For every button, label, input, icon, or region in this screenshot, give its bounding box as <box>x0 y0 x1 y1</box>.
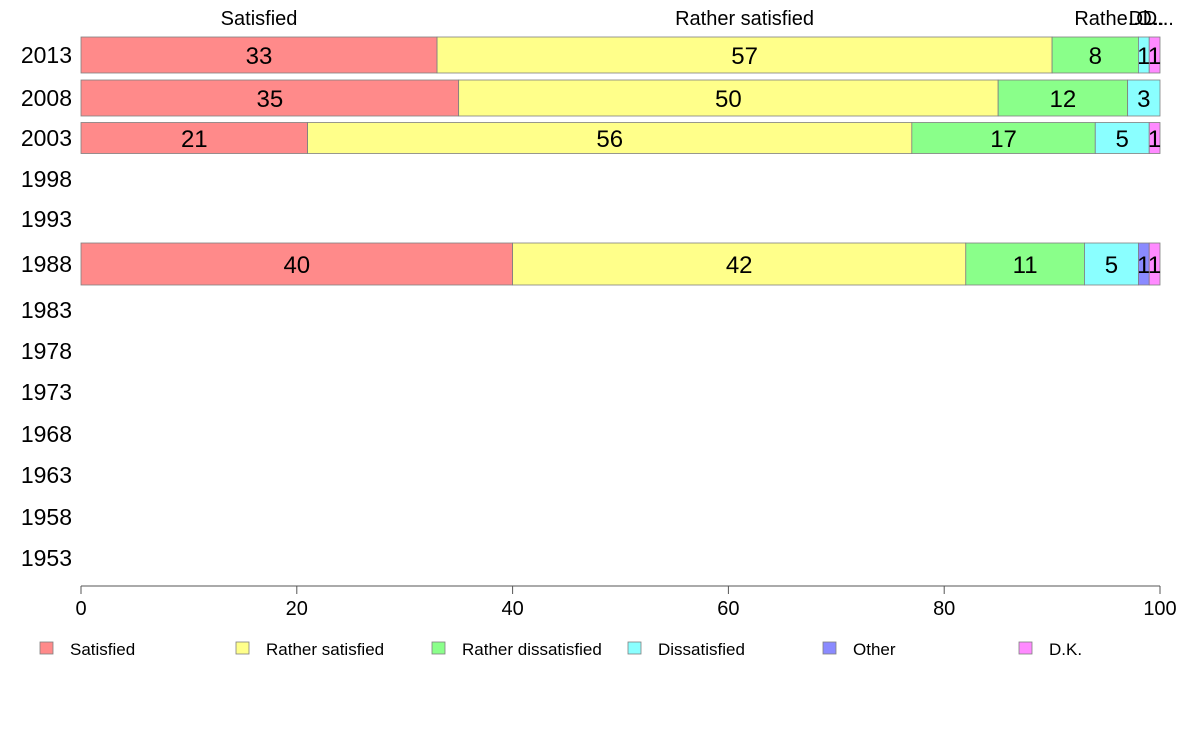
data-label-2003-series-0: 21 <box>181 126 208 153</box>
data-label-1988-series-2: 11 <box>1013 252 1038 279</box>
y-tick-label-1983: 1983 <box>21 297 72 323</box>
data-label-2003-series-5: 1 <box>1148 126 1161 153</box>
legend-label-1: Rather satisfied <box>266 640 384 659</box>
bar-2003-series-1 <box>307 122 913 154</box>
data-label-2013-series-1: 57 <box>731 43 758 70</box>
y-tick-label-2013: 2013 <box>21 42 72 68</box>
x-tick-label-20: 20 <box>286 598 308 620</box>
data-label-2013-series-3: 1 <box>1137 43 1150 70</box>
data-label-1988-series-1: 42 <box>726 252 753 279</box>
legend-swatch-4 <box>822 641 837 655</box>
y-tick-label-1998: 1998 <box>21 166 72 192</box>
top-category-labels: Satisfied Rather satisfied Rathe...Di...O.… <box>221 8 1174 30</box>
y-tick-label-1973: 1973 <box>21 379 72 405</box>
bar-1988-series-1 <box>512 242 967 286</box>
data-label-1988-series-4: 1 <box>1137 252 1150 279</box>
x-tick-label-100: 100 <box>1143 598 1176 620</box>
y-axis-labels: 2013 2008 2003 1998 1993 1988 1983 1978 1973 1968… <box>21 42 72 571</box>
top-label-series-1: Rather satisfied <box>675 8 814 30</box>
data-label-2013-series-5: 1 <box>1148 43 1161 70</box>
bar-1988-series-0 <box>80 242 514 286</box>
bar-2008-series-3 <box>1127 79 1161 117</box>
legend-label-4: Other <box>853 640 896 659</box>
y-tick-label-1968: 1968 <box>21 421 72 447</box>
bar-2013-series-0 <box>80 36 438 74</box>
data-label-1988-series-3: 5 <box>1105 252 1118 279</box>
bar-2013-series-5 <box>1148 36 1161 74</box>
data-label-2008-series-3: 3 <box>1137 86 1150 113</box>
top-label-series-0: Satisfied <box>221 8 298 30</box>
legend-label-3: Dissatisfied <box>658 640 745 659</box>
bar-2008-series-1 <box>458 79 999 117</box>
data-label-2013-series-2: 8 <box>1089 43 1102 70</box>
legend-label-2: Rather dissatisfied <box>462 640 602 659</box>
y-tick-label-1953: 1953 <box>21 545 72 571</box>
y-tick-label-1963: 1963 <box>21 462 72 488</box>
x-tick-label-40: 40 <box>501 598 523 620</box>
legend-swatch-5 <box>1018 641 1033 655</box>
bar-2008-series-2 <box>997 79 1129 117</box>
y-tick-label-1993: 1993 <box>21 206 72 232</box>
bar-2008-series-0 <box>80 79 460 117</box>
bar-1988-series-2 <box>965 242 1085 286</box>
data-label-2008-series-1: 50 <box>715 86 742 113</box>
x-axis: 0 20 40 60 80 100 <box>75 585 1177 620</box>
y-tick-label-2008: 2008 <box>21 85 72 111</box>
data-label-1988-series-5: 1 <box>1148 252 1161 279</box>
data-label-2008-series-2: 12 <box>1050 86 1077 113</box>
legend-swatch-3 <box>627 641 642 655</box>
data-label-2003-series-3: 5 <box>1116 126 1129 153</box>
data-label-2013-series-0: 33 <box>246 43 273 70</box>
y-tick-label-1978: 1978 <box>21 338 72 364</box>
top-label-series-2: Rathe... <box>1074 8 1144 30</box>
bar-1988-series-5 <box>1148 242 1161 286</box>
legend-swatch-2 <box>431 641 446 655</box>
data-label-2003-series-1: 56 <box>596 126 623 153</box>
x-tick-label-60: 60 <box>717 598 739 620</box>
x-tick-label-0: 0 <box>75 598 86 620</box>
bar-2013-series-1 <box>436 36 1053 74</box>
legend-swatch-1 <box>235 641 250 655</box>
data-label-1988-series-0: 40 <box>283 252 310 279</box>
legend-swatch-0 <box>39 641 54 655</box>
top-label-series-5: D... <box>1143 8 1174 30</box>
legend-label-0: Satisfied <box>70 640 135 659</box>
bar-2003-series-3 <box>1094 122 1150 154</box>
x-tick-label-80: 80 <box>933 598 955 620</box>
bar-2013-series-2 <box>1051 36 1139 74</box>
y-tick-label-2003: 2003 <box>21 125 72 151</box>
bar-2003-series-5 <box>1148 122 1161 154</box>
bar-1988-series-3 <box>1084 242 1139 286</box>
top-label-series-4: O... <box>1136 8 1168 30</box>
y-tick-label-1958: 1958 <box>21 504 72 530</box>
data-label-2003-series-2: 17 <box>990 126 1017 153</box>
legend: Satisfied Rather satisfied Rather dissatis… <box>39 640 1082 659</box>
y-tick-label-1988: 1988 <box>21 251 72 277</box>
data-label-2008-series-0: 35 <box>256 86 283 113</box>
legend-label-5: D.K. <box>1049 640 1082 659</box>
top-label-series-3: Di... <box>1129 8 1165 30</box>
